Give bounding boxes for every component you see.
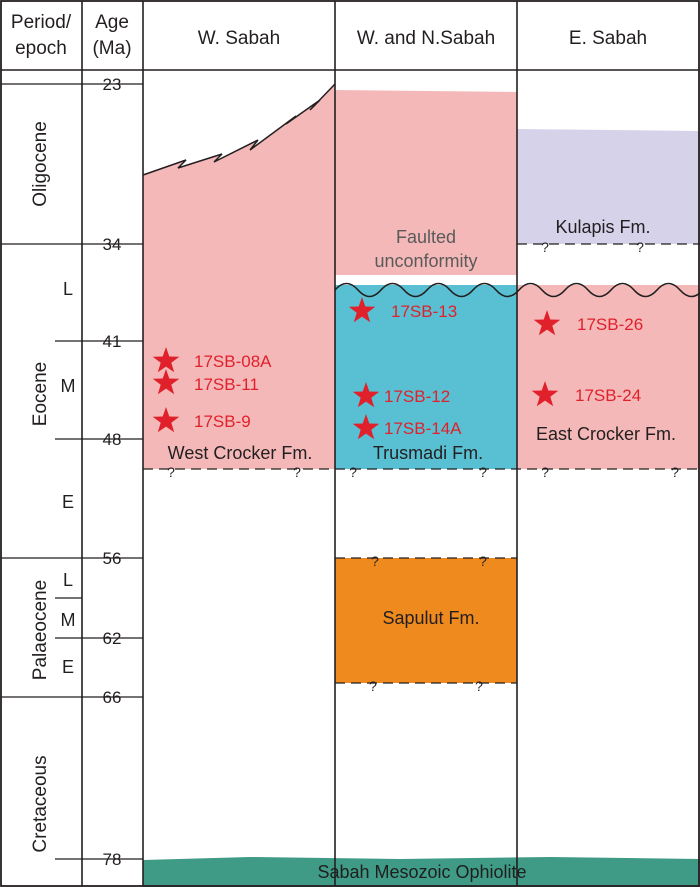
header-e-sabah: E. Sabah [569,28,647,49]
uncertain-mark: ? [371,553,379,569]
unconformity-wavy-line [334,282,700,298]
subepoch-eocene-middle: M [61,376,76,396]
sample-17sb-9: 17SB-9 [152,407,251,433]
label-east-crocker-fm: East Crocker Fm. [536,424,676,444]
period-eocene: Eocene [30,362,51,426]
sample-17sb-13: 17SB-13 [348,297,457,323]
uncertain-mark: ? [479,464,487,480]
header-age-line1: Age [95,12,129,33]
label-ophiolite: Sabah Mesozoic Ophiolite [317,862,526,882]
period-cretaceous: Cretaceous [30,755,51,852]
uncertain-mark: ? [636,239,644,255]
uncertain-mark: ? [541,239,549,255]
kulapis-fm-body [517,129,700,244]
uncertain-mark: ? [541,464,549,480]
sample-label: 17SB-9 [194,412,251,431]
uncertain-mark: ? [475,678,483,694]
sample-label: 17SB-11 [194,375,259,394]
header-w-sabah: W. Sabah [198,28,280,49]
west-crocker-fm-body [143,84,335,469]
subepoch-palaeocene-early: E [62,657,74,677]
header-period-line1: Period/ [11,12,72,33]
age-label-34: 34 [103,235,122,254]
label-west-crocker-fm: West Crocker Fm. [168,443,313,463]
sample-label: 17SB-08A [194,352,272,371]
header-age-line2: (Ma) [92,38,131,59]
sample-17sb-14a: 17SB-14A [352,414,462,440]
header-wn-sabah: W. and N.Sabah [357,28,495,49]
label-faulted-line1: Faulted [396,227,456,247]
sample-label: 17SB-14A [384,419,462,438]
sample-label: 17SB-13 [391,302,457,321]
subepoch-palaeocene-late: L [63,570,73,590]
uncertain-mark: ? [293,464,301,480]
trusmadi-upper-pink [335,90,517,275]
sapulut-fm-body [335,558,517,683]
subepoch-eocene-late: L [63,279,73,299]
age-label-78: 78 [103,850,122,869]
label-faulted-line2: unconformity [374,251,477,271]
period-oligocene: Oligocene [30,121,51,207]
age-label-66: 66 [103,688,122,707]
west-crocker-zigzag-top [142,83,336,176]
uncertain-mark: ? [671,464,679,480]
sample-17sb-11: 17SB-11 [152,369,259,395]
uncertain-mark: ? [167,464,175,480]
label-trusmadi-fm: Trusmadi Fm. [373,443,483,463]
sample-17sb-24: 17SB-24 [531,381,641,407]
age-label-56: 56 [103,549,122,568]
ophiolite-basement [143,857,700,887]
subepoch-eocene-early: E [62,492,74,512]
header-period-line2: epoch [15,38,67,59]
sample-17sb-08a: 17SB-08A [152,347,272,373]
uncertain-mark: ? [349,464,357,480]
subepoch-palaeocene-middle: M [61,610,76,630]
age-label-41: 41 [103,332,122,351]
age-label-48: 48 [103,430,122,449]
sample-label: 17SB-12 [384,387,450,406]
label-sapulut-fm: Sapulut Fm. [382,608,479,628]
sample-label: 17SB-26 [577,315,643,334]
uncertain-mark: ? [369,678,377,694]
label-kulapis-fm: Kulapis Fm. [555,217,650,237]
sample-17sb-12: 17SB-12 [352,382,450,408]
age-label-62: 62 [103,629,122,648]
sample-17sb-26: 17SB-26 [533,310,643,336]
period-palaeocene: Palaeocene [30,580,51,680]
uncertain-mark: ? [479,553,487,569]
sample-label: 17SB-24 [575,386,641,405]
age-label-23: 23 [103,75,122,94]
